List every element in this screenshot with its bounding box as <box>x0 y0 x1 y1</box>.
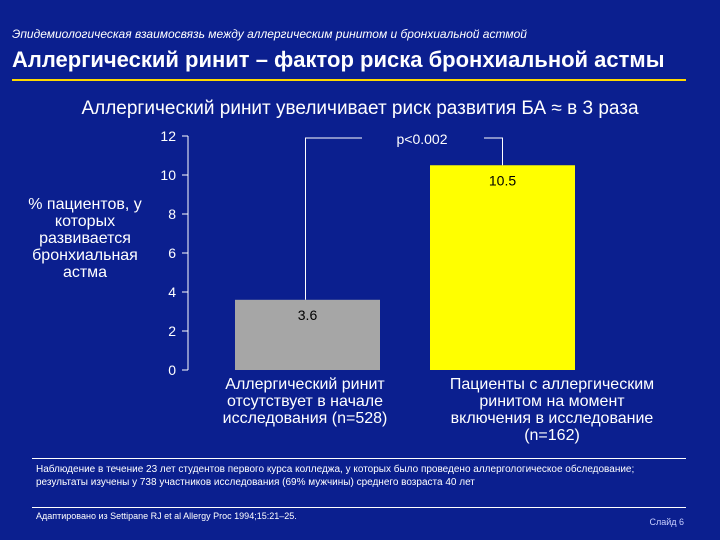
significance-bracket-right <box>484 137 503 166</box>
significance-bracket-left <box>305 137 362 300</box>
y-tick-label: 8 <box>168 206 176 222</box>
category-label-line: Пациенты с аллергическим <box>449 376 655 393</box>
y-tick-label: 0 <box>168 362 176 378</box>
slide-title: Аллергический ринит – фактор риска бронх… <box>12 47 665 72</box>
source-divider <box>32 507 686 508</box>
category-label-line: отсутствует в начале <box>226 393 384 410</box>
category-label-no-rhinitis: Аллергический ринит отсутствует в начале и… <box>205 376 405 427</box>
category-label-line: исследования (n=528) <box>222 410 388 427</box>
source-citation: Адаптировано из Settipane RJ et al Aller… <box>36 511 297 521</box>
footnote: Наблюдение в течение 23 лет студентов пе… <box>36 464 635 488</box>
category-label-line: Аллергический ринит <box>225 376 385 393</box>
bar-data-label: 10.5 <box>489 172 516 188</box>
y-tick-label: 4 <box>168 284 176 300</box>
category-label-line: включения в исследование <box>450 410 654 427</box>
y-tick-label: 12 <box>160 128 176 144</box>
bar-no-rhinitis <box>235 299 380 370</box>
category-label-with-rhinitis: Пациенты с аллергическим ринитом на момен… <box>432 376 672 444</box>
y-tick-label: 2 <box>168 323 176 339</box>
p-value-annotation: p<0.002 <box>397 131 448 147</box>
y-tick-label: 6 <box>168 245 176 261</box>
y-axis-label: % пациентов, у которых развивается бронх… <box>28 196 142 281</box>
bar-data-label: 3.6 <box>298 307 318 323</box>
bar-with-rhinitis <box>430 165 575 370</box>
footnote-divider <box>32 458 686 459</box>
slide-subtitle: Аллергический ринит увеличивает риск раз… <box>81 98 639 119</box>
slide-kicker: Эпидемиологическая взаимосвязь между алл… <box>12 27 527 41</box>
category-label-line: ринитом на момент <box>479 393 625 410</box>
category-label-line: (n=162) <box>524 427 580 444</box>
slide-number: Слайд 6 <box>649 517 684 527</box>
title-underline <box>12 79 686 81</box>
y-tick-label: 10 <box>160 167 176 183</box>
